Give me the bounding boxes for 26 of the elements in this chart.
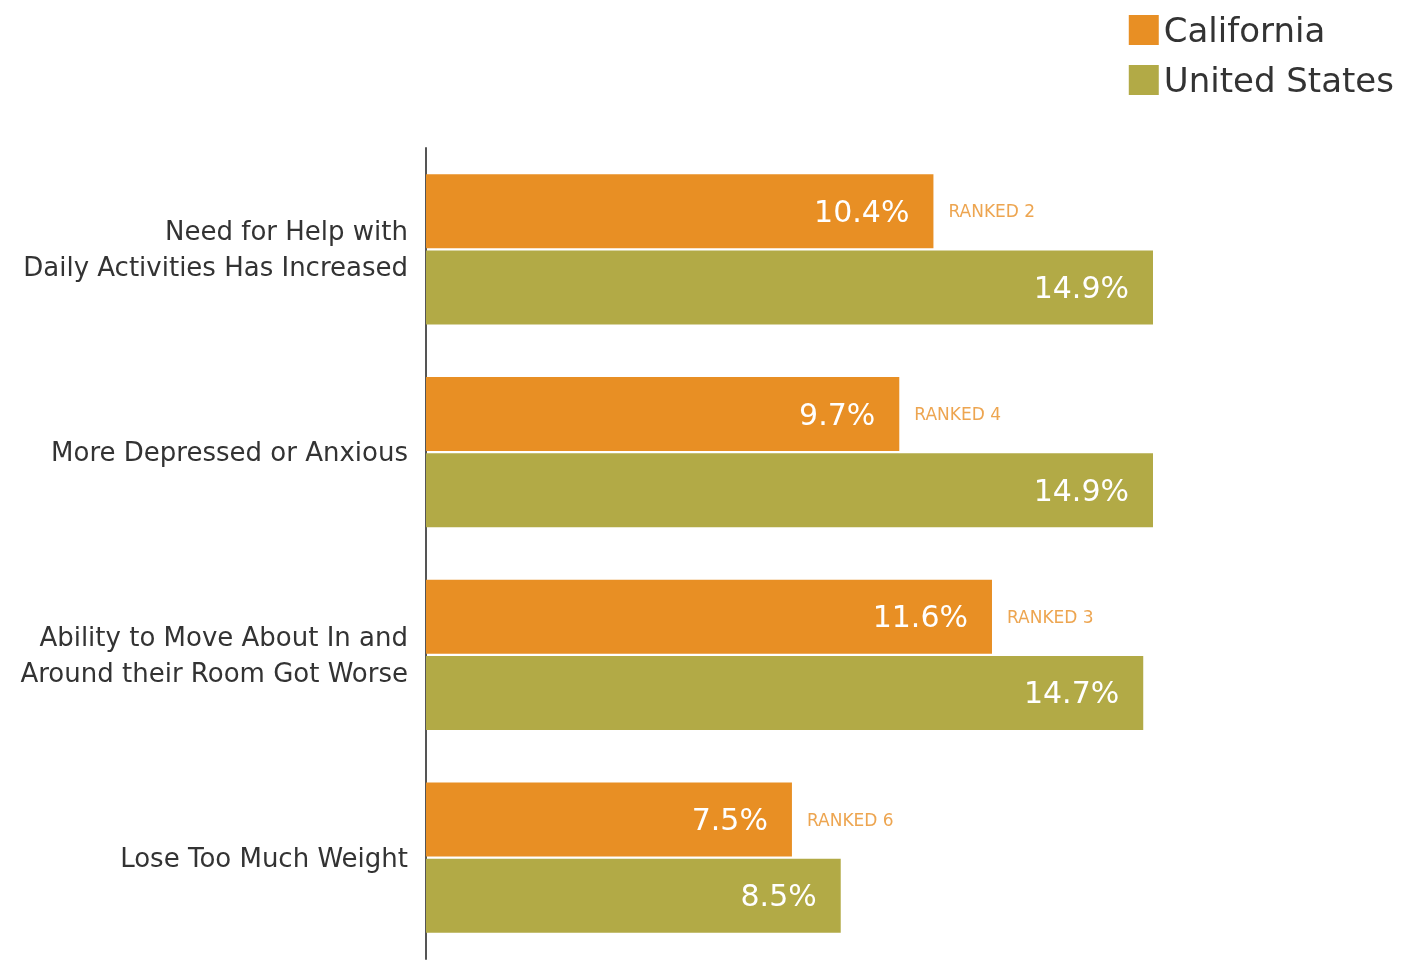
y-tick-label: More Depressed or Anxious bbox=[51, 437, 408, 468]
bar bbox=[426, 858, 841, 933]
data-label: 14.9% bbox=[1033, 472, 1129, 508]
bar bbox=[426, 174, 934, 249]
annotation: RANKED 2 bbox=[948, 201, 1036, 222]
annotation: RANKED 4 bbox=[914, 404, 1001, 425]
legend-label: United States bbox=[1163, 60, 1394, 100]
y-tick-label: Ability to Move About In and Around their Room Got Worse bbox=[20, 621, 408, 688]
bar bbox=[426, 453, 1153, 528]
bar bbox=[426, 655, 1144, 730]
data-label: 9.7% bbox=[799, 396, 876, 432]
annotation: RANKED 3 bbox=[1006, 606, 1094, 627]
annotation: RANKED 6 bbox=[806, 809, 894, 830]
bar bbox=[426, 782, 792, 857]
data-label: 7.5% bbox=[691, 802, 768, 838]
bar bbox=[426, 377, 900, 452]
data-label: 11.6% bbox=[872, 599, 968, 635]
bar bbox=[426, 579, 992, 654]
data-label: 14.9% bbox=[1033, 269, 1129, 305]
data-label: 8.5% bbox=[740, 878, 817, 914]
data-label: 10.4% bbox=[814, 193, 910, 229]
data-label: 14.7% bbox=[1023, 675, 1120, 711]
y-tick-label: Lose Too Much Weight bbox=[120, 842, 408, 873]
y-tick-label: Need for Help with Daily Activities Has Increased bbox=[23, 216, 408, 283]
bar bbox=[426, 250, 1153, 325]
legend-label: California bbox=[1163, 10, 1326, 50]
